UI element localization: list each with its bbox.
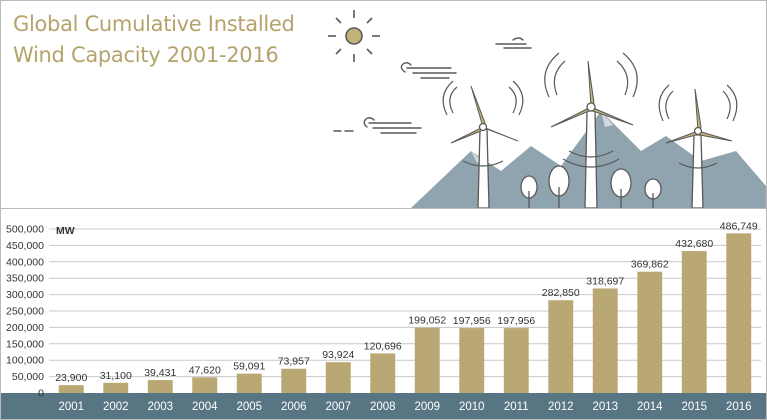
bar [503,328,529,393]
bar [103,382,129,393]
chart-title-line-2: Wind Capacity 2001-2016 [13,43,279,67]
x-tick-label: 2014 [637,401,663,413]
y-tick-label: 450,000 [6,240,44,252]
data-label: 197,956 [497,315,535,327]
bar [236,373,262,393]
y-tick-label: 350,000 [6,273,44,285]
data-label: 197,956 [453,315,491,327]
x-tick-label: 2004 [192,401,218,413]
wind-gust-icon [333,37,532,134]
x-tick-label: 2001 [58,401,84,413]
y-tick-label: 50,000 [12,371,44,383]
bar [459,328,485,393]
y-tick-label: 250,000 [6,306,44,318]
tree-icon [520,165,662,208]
data-labels: 23,900 31,100 39,431 47,620 59,091 73,957 93,9… [55,220,758,384]
year-axis-band [1,393,766,419]
wind-turbine-icon [658,84,738,208]
bar [147,380,173,393]
data-label: 93,924 [322,349,354,361]
data-label: 39,431 [144,367,176,379]
y-axis-label: MW [56,225,75,237]
data-label: 369,862 [631,259,669,271]
x-tick-label: 2015 [681,401,707,413]
y-tick-label: 300,000 [6,289,44,301]
data-label: 23,900 [55,372,87,384]
chart-title-line-1: Global Cumulative Installed [13,12,295,36]
x-tick-label: 2012 [548,401,574,413]
bar [592,288,618,393]
data-label: 47,620 [189,364,221,376]
y-tick-label: 150,000 [6,338,44,350]
bar [681,251,707,393]
y-axis: 0 50,000 100,000 150,000 200,000 250,000 300,0… [6,224,44,400]
bars [58,233,752,393]
x-tick-label: 2005 [236,401,262,413]
bar [192,377,218,393]
data-label: 199,052 [408,315,446,327]
y-tick-label: 500,000 [6,224,44,236]
x-axis: 2001 2002 2003 2004 2005 2006 2007 2008 2009 2010… [58,401,751,413]
x-tick-label: 2010 [459,401,485,413]
bar [325,362,351,393]
data-label: 73,957 [278,356,310,368]
data-label: 486,749 [720,220,758,232]
x-tick-label: 2007 [325,401,351,413]
bar [370,353,396,393]
y-tick-label: 100,000 [6,355,44,367]
wind-turbine-icon [442,80,524,208]
data-label: 432,680 [675,238,713,250]
x-tick-label: 2006 [281,401,307,413]
sun-icon [328,10,380,62]
data-label: 120,696 [364,340,402,352]
x-tick-label: 2008 [370,401,396,413]
y-tick-label: 0 [38,388,44,400]
bar [726,233,752,393]
y-tick-label: 400,000 [6,256,44,268]
bar [548,300,574,393]
x-tick-label: 2011 [504,401,529,413]
data-label: 318,697 [586,275,624,287]
wind-farm-illustration [328,10,766,208]
data-label: 282,850 [542,287,580,299]
bar [414,327,440,393]
x-tick-label: 2013 [592,401,618,413]
bar [637,271,663,393]
y-tick-label: 200,000 [6,322,44,334]
x-tick-label: 2003 [147,401,173,413]
x-tick-label: 2016 [726,401,752,413]
x-tick-label: 2009 [414,401,440,413]
data-label: 59,091 [233,361,265,373]
chart-title: Global Cumulative Installed Wind Capacit… [13,9,313,71]
section-divider [1,208,766,209]
wind-turbine-icon [544,52,638,208]
bar [58,385,84,393]
data-label: 31,100 [100,370,132,382]
bar [281,368,307,393]
x-tick-label: 2002 [103,401,129,413]
